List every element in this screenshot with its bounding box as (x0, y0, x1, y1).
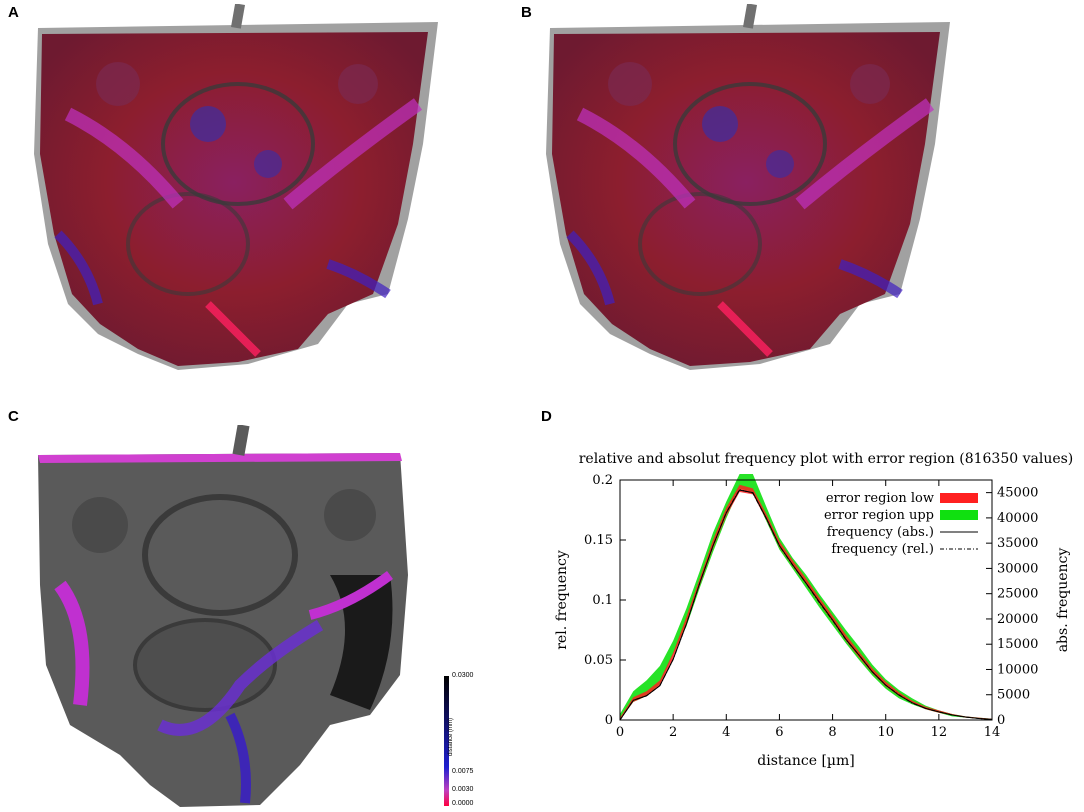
x-tick-label: 14 (984, 725, 1001, 740)
x-tick-label: 8 (828, 725, 836, 740)
frequency-plot: relative and absolut frequency plot with… (554, 451, 1074, 769)
legend-label: frequency (rel.) (831, 542, 934, 557)
chart-title: relative and absolut frequency plot with… (579, 451, 1074, 467)
y2-tick-label: 15000 (997, 637, 1038, 652)
panel-label-c: C (8, 408, 19, 425)
plot-area (619, 474, 993, 721)
colorbar-tick-2: 0.0030 (452, 786, 474, 793)
y2-tick-label: 20000 (997, 612, 1038, 627)
bone-render-a (34, 4, 438, 370)
colorbar-tick-3: 0.0000 (452, 800, 474, 807)
x-tick-label: 10 (877, 725, 894, 740)
y2-tick-label: 5000 (997, 688, 1030, 703)
frequency-abs-line (619, 489, 993, 721)
x-axis-label: distance [µm] (757, 753, 855, 769)
legend-swatch (940, 493, 978, 503)
panel-label-b: B (521, 4, 532, 21)
y2-tick-label: 30000 (997, 561, 1038, 576)
legend-label: error region low (826, 491, 934, 506)
x-tick-label: 4 (722, 725, 730, 740)
x-tick-label: 12 (931, 725, 948, 740)
y2-tick-label: 0 (997, 713, 1005, 728)
y2-tick-label: 40000 (997, 511, 1038, 526)
colorbar-title: distance (mm) (448, 717, 454, 756)
y-tick-label: 0.15 (584, 533, 613, 548)
frequency-rel-line (619, 489, 993, 721)
y2-tick-label: 10000 (997, 662, 1038, 677)
legend-label: error region upp (824, 508, 934, 523)
legend-label: frequency (abs.) (827, 525, 934, 540)
y-tick-label: 0 (605, 713, 613, 728)
y2-axis-label: abs. frequency (1055, 548, 1071, 653)
error-region-low (620, 484, 992, 720)
y2-tick-label: 45000 (997, 486, 1038, 501)
error-region-upp (620, 474, 992, 720)
axes: 0 2 4 6 8 10 12 1400.050.10.150.205000100001500… (584, 473, 1038, 740)
colorbar-gradient (444, 676, 449, 806)
legend-swatch (940, 510, 978, 520)
colorbar-tick-0: 0.0300 (452, 672, 474, 679)
x-tick-label: 2 (669, 725, 677, 740)
panel-label-d: D (541, 408, 552, 425)
colorbar-tick-1: 0.0075 (452, 768, 474, 775)
y2-tick-label: 25000 (997, 587, 1038, 602)
y-tick-label: 0.05 (584, 653, 613, 668)
x-tick-label: 6 (775, 725, 783, 740)
colorbar: 0.0300 0.0075 0.0030 0.0000 distance (mm… (444, 672, 504, 807)
legend: error region low error region upp frequenc… (824, 491, 978, 557)
y-tick-label: 0.1 (592, 593, 613, 608)
panel-label-a: A (8, 4, 19, 21)
y-axis-label: rel. frequency (554, 550, 570, 650)
bone-render-b (546, 4, 950, 370)
bone-render-c (38, 425, 408, 807)
plot-frame (619, 479, 993, 721)
y-tick-label: 0.2 (592, 473, 613, 488)
y2-tick-label: 35000 (997, 536, 1038, 551)
x-tick-label: 0 (616, 725, 624, 740)
